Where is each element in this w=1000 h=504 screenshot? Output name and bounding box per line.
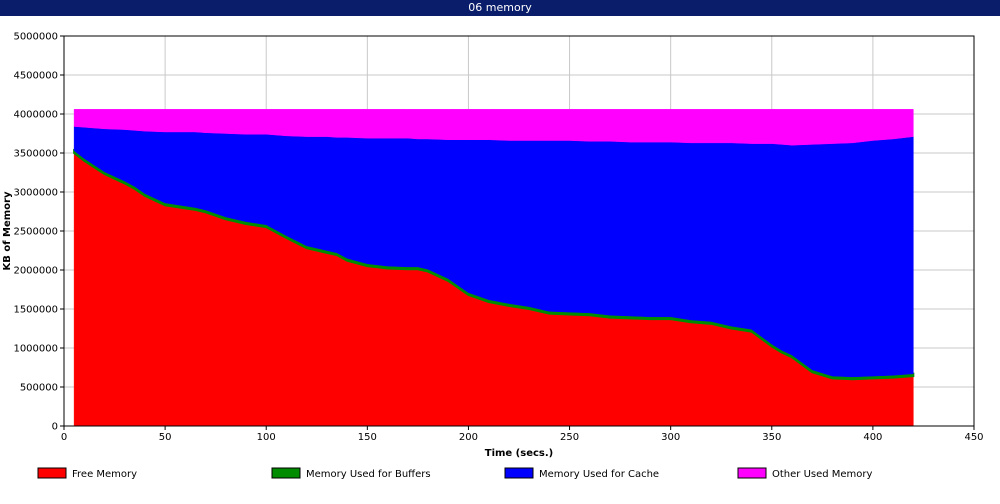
x-tick-label: 350 — [762, 432, 781, 443]
y-tick-label: 2000000 — [13, 266, 58, 277]
y-tick-label: 1500000 — [13, 305, 58, 316]
legend-label-free-memory: Free Memory — [72, 469, 137, 480]
x-tick-label: 0 — [61, 432, 67, 443]
legend-swatch-memory-used-for-buffers — [271, 467, 301, 479]
legend-swatch-memory-used-for-cache — [504, 467, 534, 479]
x-axis-label: Time (secs.) — [485, 448, 554, 459]
y-tick-label: 500000 — [20, 383, 58, 394]
x-tick-label: 100 — [257, 432, 276, 443]
legend-label-other-used-memory: Other Used Memory — [772, 469, 873, 480]
y-tick-label: 4000000 — [13, 110, 58, 121]
series-areas — [73, 109, 915, 427]
memory-area-chart: 0 50 100 150 200 250 300 350 400 450 0 500000 100000… — [0, 16, 1000, 504]
y-tick-label: 1000000 — [13, 344, 58, 355]
x-tick-label: 50 — [159, 432, 172, 443]
window-title-bar: 06 memory — [0, 0, 1000, 16]
x-tick-label: 150 — [358, 432, 377, 443]
x-tick-label: 200 — [459, 432, 478, 443]
legend-label-memory-used-for-cache: Memory Used for Cache — [539, 469, 659, 480]
area-other-used-memory — [73, 109, 914, 146]
y-tick-label: 3500000 — [13, 149, 58, 160]
legend-label-memory-used-for-buffers: Memory Used for Buffers — [306, 469, 431, 480]
x-tick-label: 300 — [661, 432, 680, 443]
axes: 0 50 100 150 200 250 300 350 400 450 0 500000 100000… — [13, 32, 983, 444]
y-tick-label: 0 — [52, 422, 58, 433]
x-tick-label: 400 — [863, 432, 882, 443]
legend-swatch-free-memory — [37, 467, 67, 479]
y-axis-label: KB of Memory — [2, 191, 13, 271]
y-tick-label: 2500000 — [13, 227, 58, 238]
x-tick-label: 250 — [560, 432, 579, 443]
y-tick-label: 4500000 — [13, 71, 58, 82]
legend: Free Memory Memory Used for Buffers Memory… — [37, 467, 873, 480]
window-title: 06 memory — [468, 1, 532, 14]
x-tick-label: 450 — [964, 432, 983, 443]
y-tick-label: 3000000 — [13, 188, 58, 199]
y-tick-label: 5000000 — [13, 32, 58, 43]
legend-swatch-other-used-memory — [737, 467, 767, 479]
